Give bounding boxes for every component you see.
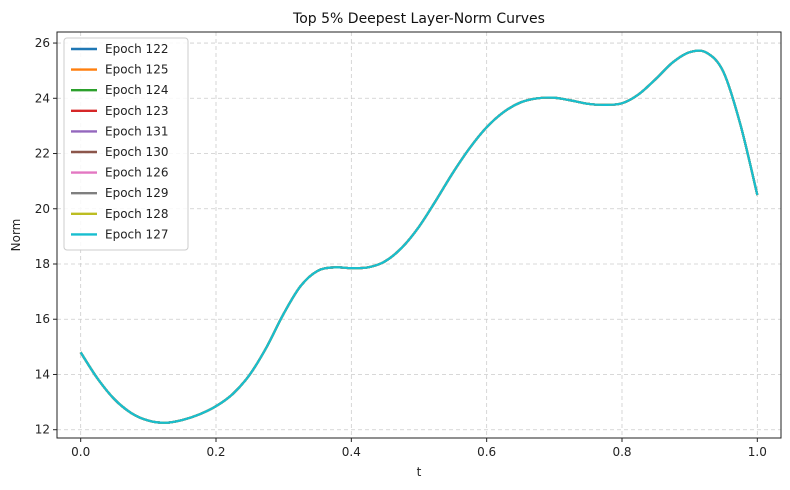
legend-label: Epoch 122 [105,42,168,56]
legend-label: Epoch 130 [105,145,168,159]
legend: Epoch 122 Epoch 125 Epoch 124 Epoch 123 Epoc… [63,37,189,251]
y-tick-label: 12 [35,423,50,437]
legend-label: Epoch 131 [105,124,168,138]
x-tick-label: 1.0 [748,445,767,459]
legend-label: Epoch 124 [105,83,168,97]
y-tick-label: 22 [35,147,50,161]
legend-label: Epoch 125 [105,63,168,77]
plot-frame [56,31,782,439]
chart-title: Top 5% Deepest Layer-Norm Curves [292,11,545,27]
x-tick-label: 0.8 [612,445,631,459]
x-tick-label: 0.4 [342,445,361,459]
legend-label: Epoch 126 [105,166,168,180]
y-tick-label: 26 [35,36,50,50]
legend-label: Epoch 129 [105,186,168,200]
y-tick-label: 14 [35,367,50,381]
x-axis-label: t [417,465,422,479]
series-line-epoch-127 [79,49,759,424]
legend-label: Epoch 123 [105,104,168,118]
y-axis-label: Norm [9,219,23,252]
legend-label: Epoch 128 [105,207,168,221]
y-tick-label: 16 [35,312,50,326]
y-tick-label: 20 [35,202,50,216]
x-tick-label: 0.0 [71,445,90,459]
legend-label: Epoch 127 [105,227,168,241]
x-tick-label: 0.2 [206,445,225,459]
y-tick-label: 18 [35,257,50,271]
x-tick-label: 0.6 [477,445,496,459]
series-group [79,49,759,424]
x-axis-ticks: 0.0 0.2 0.4 0.6 0.8 1.0 [71,438,767,459]
y-axis-ticks: 12 14 16 18 20 22 24 26 [35,36,57,437]
y-tick-label: 24 [35,91,50,105]
